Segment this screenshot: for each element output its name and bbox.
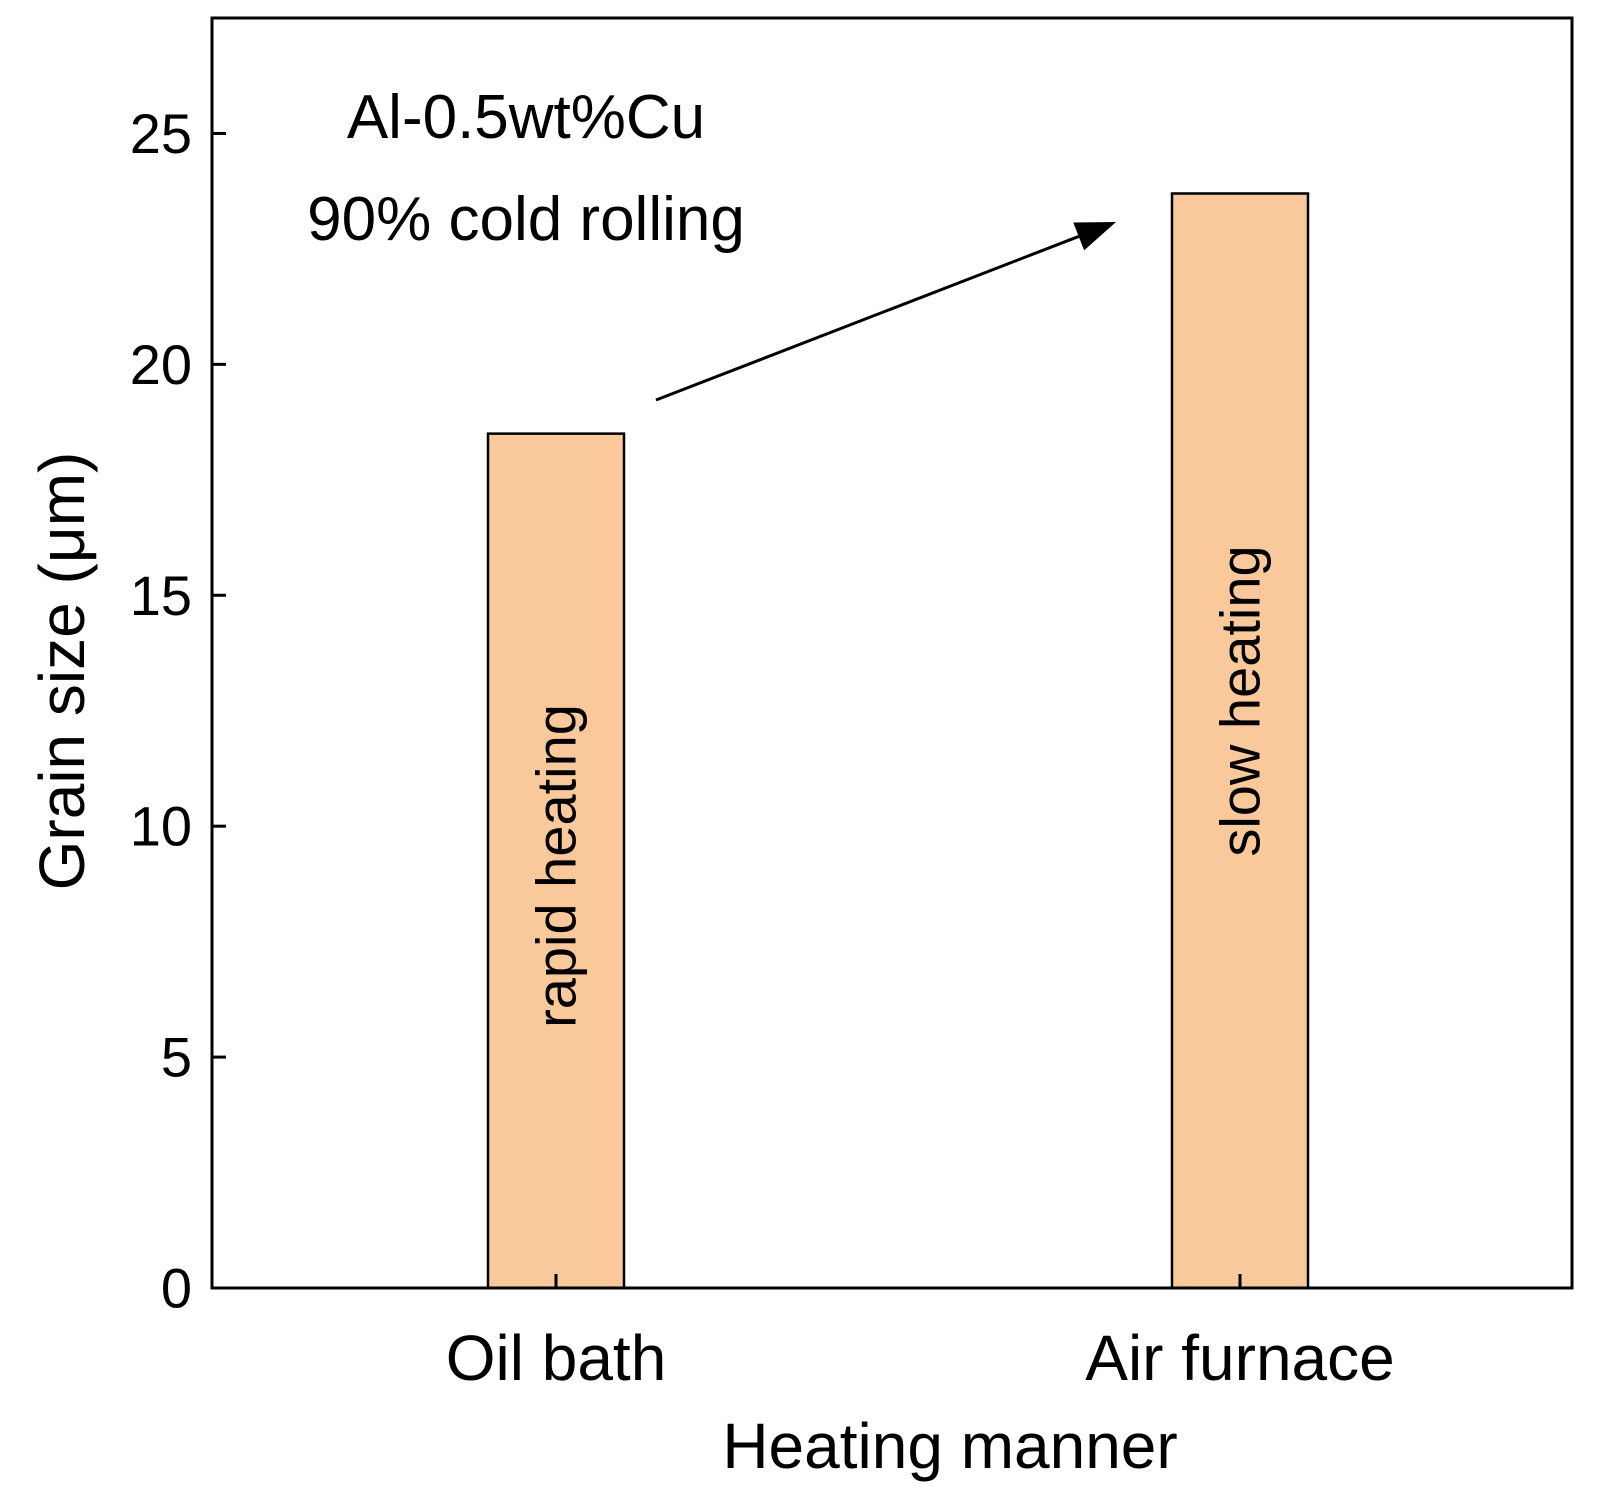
bar-label-2: slow heating: [1209, 545, 1272, 856]
y-tick-label: 5: [161, 1026, 192, 1089]
y-tick-label: 20: [130, 333, 192, 396]
bar-air-furnace: [1170, 192, 1310, 1290]
x-axis-ticks: Oil bath Air furnace: [446, 1274, 1395, 1394]
y-tick-label: 25: [130, 102, 192, 165]
y-axis-ticks: 0 5 10 15 20 25: [130, 102, 226, 1320]
trend-arrow: [655, 222, 1116, 402]
arrow-shaft: [655, 235, 1080, 402]
arrow-head: [1073, 222, 1116, 251]
process-annotation: 90% cold rolling: [307, 185, 745, 254]
y-axis-title: Grain size (μm): [26, 452, 98, 891]
y-tick-label: 10: [130, 795, 192, 858]
x-category-label: Air furnace: [1085, 1322, 1394, 1394]
y-tick-label: 15: [130, 564, 192, 627]
plot-frame: [210, 16, 1574, 1290]
x-category-label: Oil bath: [446, 1322, 667, 1394]
bars-layer: [486, 192, 1310, 1290]
y-tick-label: 0: [161, 1257, 192, 1320]
bar-labels-layer: rapid heating slow heating: [525, 545, 1272, 1028]
bar-label-1: rapid heating: [525, 704, 588, 1028]
alloy-annotation: Al-0.5wt%Cu: [347, 83, 705, 152]
x-axis-title: Heating manner: [722, 1410, 1177, 1482]
bar-oil-bath: [486, 432, 626, 1290]
